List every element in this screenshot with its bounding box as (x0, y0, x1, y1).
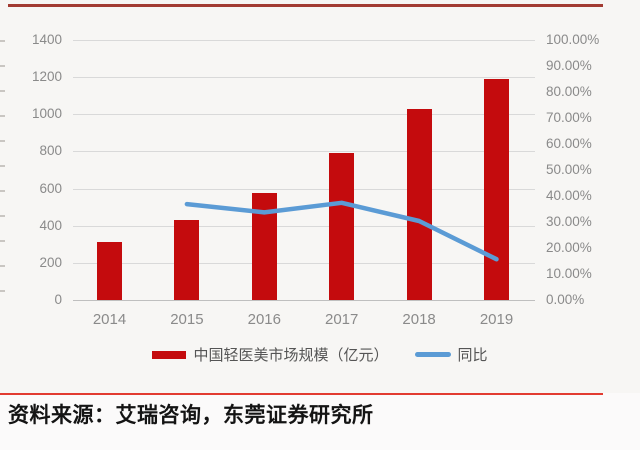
gridline (73, 114, 535, 116)
left-edge-tick (0, 265, 5, 267)
x-axis-label-2016: 2016 (247, 311, 281, 328)
right-axis-label: 80.00% (546, 84, 592, 99)
line-series-swatch-icon (414, 352, 451, 357)
left-axis-label: 200 (39, 254, 62, 270)
bar-2017 (329, 153, 355, 300)
right-axis-label: 40.00% (546, 188, 592, 203)
bar-2018 (406, 108, 432, 300)
right-axis-label: 30.00% (546, 214, 592, 229)
bar-2014 (97, 241, 122, 300)
right-axis-label: 90.00% (546, 58, 592, 73)
x-axis-label-2017: 2017 (325, 311, 359, 328)
left-axis-label: 0 (54, 292, 62, 307)
right-axis-label: 70.00% (546, 110, 592, 125)
right-axis-label: 100.00% (546, 32, 600, 47)
gridline (73, 225, 535, 227)
right-axis-label: 20.00% (546, 240, 592, 255)
growth-line-layer (184, 200, 499, 262)
gridline (73, 77, 535, 79)
bar-2019 (484, 78, 509, 300)
left-axis-label: 400 (39, 217, 62, 233)
left-axis-label: 1400 (31, 32, 62, 47)
right-axis-label: 10.00% (546, 266, 592, 281)
gridline (73, 40, 535, 41)
x-axis-label-2019: 2019 (479, 311, 514, 328)
right-axis-label: 0.00% (546, 292, 585, 307)
left-axis-label: 800 (39, 143, 62, 159)
source-row: 资料来源：艾瑞咨询，东莞证券研究所 (8, 399, 638, 429)
right-axis-label: 60.00% (546, 136, 592, 151)
bar-2015 (174, 220, 200, 300)
chart-legend: 中国轻医美市场规模（亿元） 同比 (0, 344, 640, 365)
left-axis-label: 1200 (31, 69, 62, 85)
left-axis-label: 600 (39, 180, 62, 196)
source-note: 资料来源：艾瑞咨询，东莞证券研究所 (8, 404, 374, 427)
left-axis-label: 1000 (31, 106, 62, 122)
left-edge-tick (0, 215, 5, 217)
gridline (73, 262, 535, 264)
gridline (73, 151, 535, 153)
legend-label-market-size: 中国轻医美市场规模（亿元） (193, 347, 389, 364)
bottom-divider-rule (0, 393, 603, 395)
top-divider-rule (8, 4, 603, 7)
legend-label-yoy: 同比 (457, 347, 488, 364)
x-axis-label-2015: 2015 (170, 311, 204, 328)
left-edge-tick (0, 165, 5, 167)
bar-series-swatch-icon (152, 350, 187, 359)
left-edge-tick (0, 240, 5, 242)
x-axis-line (73, 300, 535, 301)
legend-item-market-size: 中国轻医美市场规模（亿元） (152, 344, 389, 365)
left-edge-tick (0, 140, 5, 142)
x-axis-label-2014: 2014 (92, 311, 127, 328)
right-axis-label: 50.00% (546, 162, 592, 177)
left-edge-tick (0, 90, 5, 92)
gridline (73, 188, 535, 190)
left-edge-tick (0, 40, 5, 42)
left-edge-tick (0, 290, 5, 292)
left-edge-tick (0, 65, 5, 67)
left-edge-tick (0, 190, 5, 192)
left-edge-tick (0, 115, 5, 117)
legend-item-yoy: 同比 (414, 344, 488, 365)
growth-line (184, 200, 499, 262)
x-axis-label-2018: 2018 (402, 311, 436, 328)
chart-area: 0 200 400 600 800 1000 1200 1400 0.00% 10.00% 20.0… (0, 4, 640, 365)
